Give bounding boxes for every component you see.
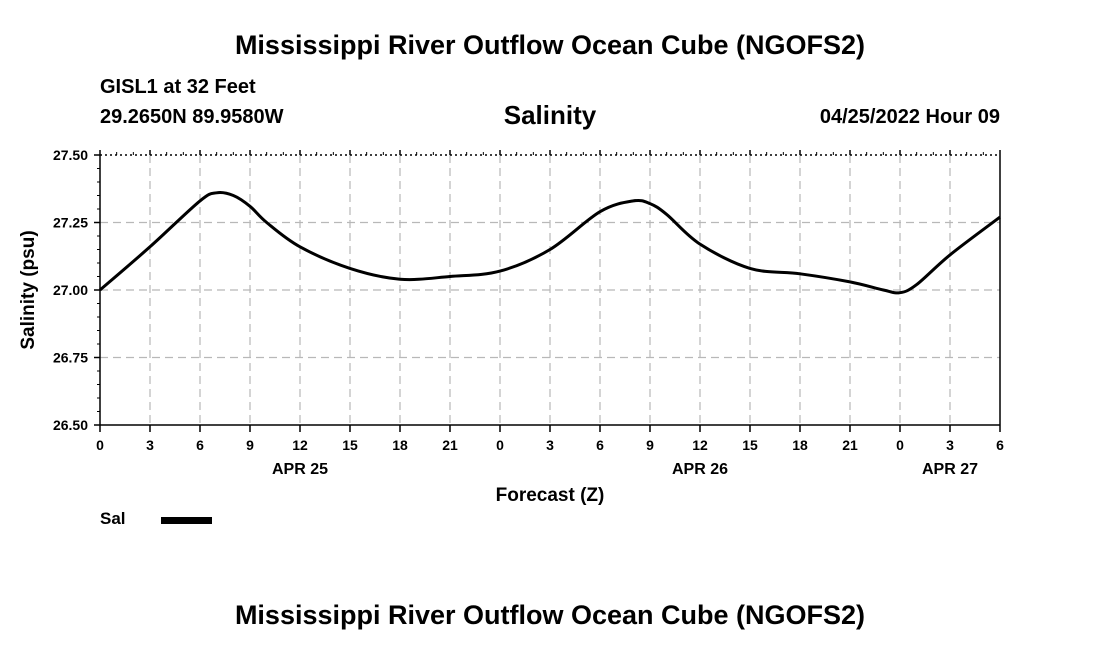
y-tick-label: 26.50 <box>53 417 88 433</box>
forecast-datetime: 04/25/2022 Hour 09 <box>819 106 1000 128</box>
x-tick-label: 12 <box>292 437 308 453</box>
y-tick-label: 26.75 <box>53 350 88 366</box>
x-date-label: APR 27 <box>922 461 978 478</box>
x-tick-label: 21 <box>442 437 458 453</box>
y-tick-label: 27.50 <box>53 147 88 163</box>
x-tick-label: 3 <box>546 437 554 453</box>
grid <box>100 155 1000 425</box>
x-date-label: APR 25 <box>272 461 328 478</box>
y-tick-label: 27.25 <box>53 215 88 231</box>
x-tick-label: 3 <box>146 437 154 453</box>
station-coordinates: 29.2650N 89.9580W <box>100 106 284 128</box>
y-axis-label: Salinity (psu) <box>18 230 39 349</box>
x-tick-label: 9 <box>246 437 254 453</box>
x-tick-label: 9 <box>646 437 654 453</box>
x-tick-label: 0 <box>96 437 104 453</box>
x-tick-label: 6 <box>996 437 1004 453</box>
x-date-label: APR 26 <box>672 461 728 478</box>
axes: 27.50 27.25 27.00 26.75 26.50 0 3 6 9 12 15 18 21 0 3 6… <box>53 147 1004 478</box>
x-tick-label: 21 <box>842 437 858 453</box>
footer-title: Mississippi River Outflow Ocean Cube (NG… <box>234 600 866 630</box>
x-tick-label: 15 <box>342 437 358 453</box>
series-line-sal <box>99 191 1001 295</box>
x-tick-label: 18 <box>792 437 808 453</box>
x-tick-label: 0 <box>896 437 904 453</box>
x-axis-label: Forecast (Z) <box>496 485 605 506</box>
chart-main-title: Mississippi River Outflow Ocean Cube (NG… <box>234 30 866 60</box>
salinity-chart: 27.50 27.25 27.00 26.75 26.50 0 3 6 9 12 15 18 21 0 3 6… <box>18 147 1004 506</box>
x-tick-label: 3 <box>946 437 954 453</box>
legend-line-swatch <box>161 517 212 524</box>
x-tick-label: 0 <box>496 437 504 453</box>
y-tick-label: 27.00 <box>53 282 88 298</box>
station-label: GISL1 at 32 Feet <box>100 76 256 98</box>
x-tick-label: 6 <box>596 437 604 453</box>
chart-subtitle: Salinity <box>503 100 597 130</box>
x-tick-label: 6 <box>196 437 204 453</box>
x-tick-label: 15 <box>742 437 758 453</box>
x-tick-label: 18 <box>392 437 408 453</box>
series-layer <box>99 191 1001 295</box>
legend-label: Sal <box>100 509 126 528</box>
x-tick-label: 12 <box>692 437 708 453</box>
